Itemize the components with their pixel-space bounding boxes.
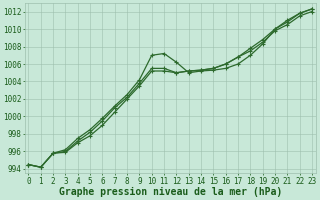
X-axis label: Graphe pression niveau de la mer (hPa): Graphe pression niveau de la mer (hPa) — [59, 187, 282, 197]
